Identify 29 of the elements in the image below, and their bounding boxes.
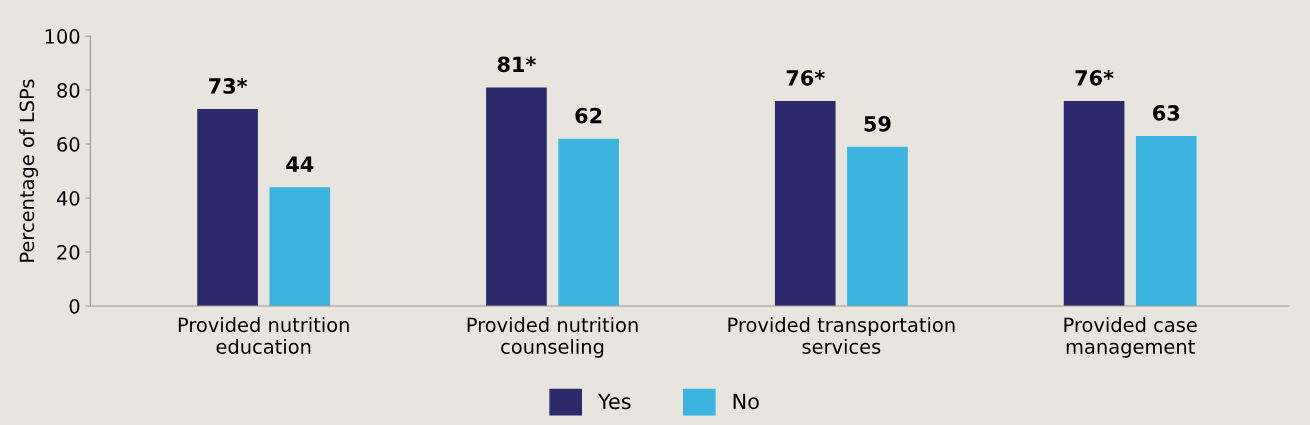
bar (486, 87, 547, 306)
x-tick-label: Provided nutrition counseling (467, 317, 638, 358)
data-label: 62 (575, 107, 602, 124)
data-label: 59 (864, 115, 891, 132)
bar (558, 138, 619, 306)
y-tick-label: 20 (57, 244, 80, 260)
y-axis-title: Percentage of LSPs (19, 79, 38, 262)
data-label: 81* (497, 56, 536, 73)
x-tick-label: Provided case management (1064, 317, 1197, 358)
data-label: 76* (1075, 69, 1114, 86)
data-label: 63 (1153, 105, 1180, 121)
bar (197, 108, 258, 306)
data-label: 76* (786, 69, 825, 86)
y-tick-label: 0 (69, 298, 80, 314)
bar (269, 187, 331, 306)
data-label: 73* (209, 78, 248, 94)
bar (847, 146, 908, 306)
y-tick-label: 100 (45, 29, 80, 44)
bar (1063, 100, 1125, 306)
bar (774, 100, 836, 306)
x-tick-label: Provided transportation services (728, 317, 955, 354)
y-tick-label: 40 (56, 191, 80, 206)
x-tick-label: Provided nutrition education (178, 317, 349, 354)
y-tick-label: 60 (57, 137, 80, 152)
legend-label: Yes (597, 393, 631, 410)
y-tick-label: 80 (57, 83, 80, 98)
bar (1135, 135, 1197, 306)
data-label: 44 (286, 156, 314, 172)
legend-label: No (733, 393, 759, 410)
